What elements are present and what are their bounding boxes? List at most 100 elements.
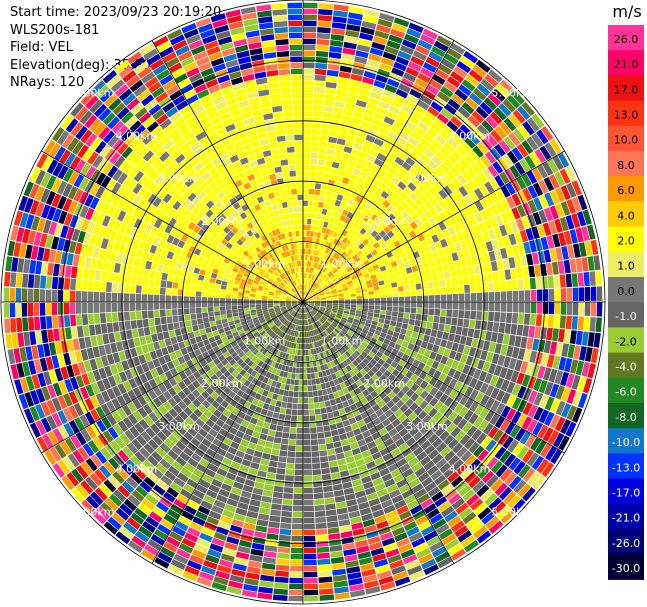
velocity-gate — [298, 325, 301, 332]
velocity-gate — [303, 332, 305, 338]
velocity-gate — [537, 224, 546, 238]
velocity-gate — [407, 61, 422, 72]
velocity-gate — [191, 239, 199, 248]
velocity-gate — [495, 377, 505, 389]
velocity-gate — [326, 209, 333, 217]
velocity-gate — [503, 356, 512, 368]
velocity-gate — [484, 181, 495, 194]
velocity-gate — [416, 302, 423, 308]
velocity-gate — [323, 323, 328, 329]
velocity-gate — [329, 380, 335, 387]
velocity-gate — [343, 310, 350, 315]
velocity-gate — [367, 377, 375, 386]
velocity-gate — [345, 30, 360, 38]
velocity-gate — [380, 297, 387, 302]
velocity-gate — [127, 338, 135, 349]
velocity-gate — [72, 254, 80, 267]
velocity-gate — [437, 346, 446, 355]
velocity-gate — [345, 321, 352, 327]
velocity-gate — [175, 456, 187, 467]
velocity-gate — [498, 270, 506, 281]
velocity-gate — [233, 455, 243, 464]
velocity-gate — [508, 233, 517, 246]
velocity-gate — [135, 485, 149, 498]
velocity-gate — [512, 109, 526, 124]
velocity-gate — [435, 150, 447, 162]
velocity-gate — [173, 322, 180, 330]
velocity-gate — [372, 477, 384, 486]
velocity-gate — [385, 315, 392, 321]
velocity-gate — [270, 314, 277, 319]
velocity-gate — [371, 213, 379, 222]
velocity-gate — [116, 467, 130, 480]
velocity-gate — [330, 124, 340, 132]
velocity-gate — [333, 337, 339, 344]
velocity-gate — [317, 207, 323, 214]
velocity-gate — [46, 399, 57, 414]
velocity-gate — [447, 543, 463, 556]
velocity-gate — [475, 106, 489, 119]
velocity-gate — [68, 200, 78, 214]
velocity-gate — [131, 535, 147, 549]
velocity-gate — [455, 145, 467, 157]
velocity-gate — [402, 318, 410, 324]
velocity-gate — [332, 298, 339, 301]
velocity-gate — [141, 250, 149, 261]
velocity-gate — [379, 265, 387, 272]
velocity-gate — [360, 281, 367, 287]
velocity-gate — [348, 12, 363, 21]
velocity-gate — [100, 202, 111, 215]
velocity-gate — [325, 308, 332, 311]
velocity-gate — [325, 309, 331, 313]
velocity-gate — [387, 329, 394, 336]
velocity-gate — [250, 312, 257, 316]
velocity-gate — [432, 182, 442, 192]
velocity-gate — [343, 289, 350, 294]
velocity-gate — [288, 366, 293, 373]
velocity-gate — [132, 206, 142, 218]
velocity-gate — [321, 274, 327, 280]
velocity-gate — [304, 313, 307, 320]
velocity-gate — [313, 92, 325, 99]
velocity-gate — [406, 28, 422, 39]
velocity-gate — [443, 81, 457, 93]
velocity-gate — [174, 268, 182, 276]
velocity-gate — [388, 166, 398, 176]
velocity-gate — [198, 571, 214, 581]
velocity-gate — [109, 229, 118, 241]
velocity-gate — [313, 492, 324, 500]
velocity-gate — [86, 221, 96, 234]
velocity-gate — [306, 292, 311, 298]
velocity-gate — [218, 254, 225, 262]
velocity-gate — [64, 315, 71, 327]
velocity-gate — [318, 310, 324, 314]
velocity-gate — [461, 102, 475, 115]
velocity-gate — [287, 328, 291, 335]
velocity-gate — [444, 324, 451, 333]
velocity-gate — [169, 244, 177, 253]
velocity-gate — [147, 539, 162, 551]
velocity-gate — [246, 409, 255, 417]
velocity-gate — [319, 195, 325, 203]
velocity-gate — [222, 322, 229, 328]
velocity-gate — [225, 432, 235, 441]
velocity-gate — [333, 378, 340, 386]
velocity-gate — [357, 323, 365, 329]
velocity-gate — [230, 441, 240, 450]
velocity-gate — [231, 568, 246, 578]
velocity-gate — [334, 101, 345, 109]
velocity-gate — [350, 290, 356, 295]
velocity-gate — [375, 408, 384, 417]
velocity-gate — [467, 265, 475, 276]
velocity-gate — [224, 362, 232, 370]
velocity-gate — [364, 108, 376, 117]
velocity-gate — [99, 292, 106, 302]
velocity-gate — [531, 252, 540, 265]
velocity-gate — [315, 528, 328, 535]
velocity-gate — [319, 141, 328, 148]
velocity-gate — [443, 196, 454, 207]
velocity-gate — [463, 182, 474, 194]
velocity-gate — [305, 319, 308, 326]
velocity-gate — [299, 373, 303, 380]
velocity-gate — [341, 114, 352, 123]
